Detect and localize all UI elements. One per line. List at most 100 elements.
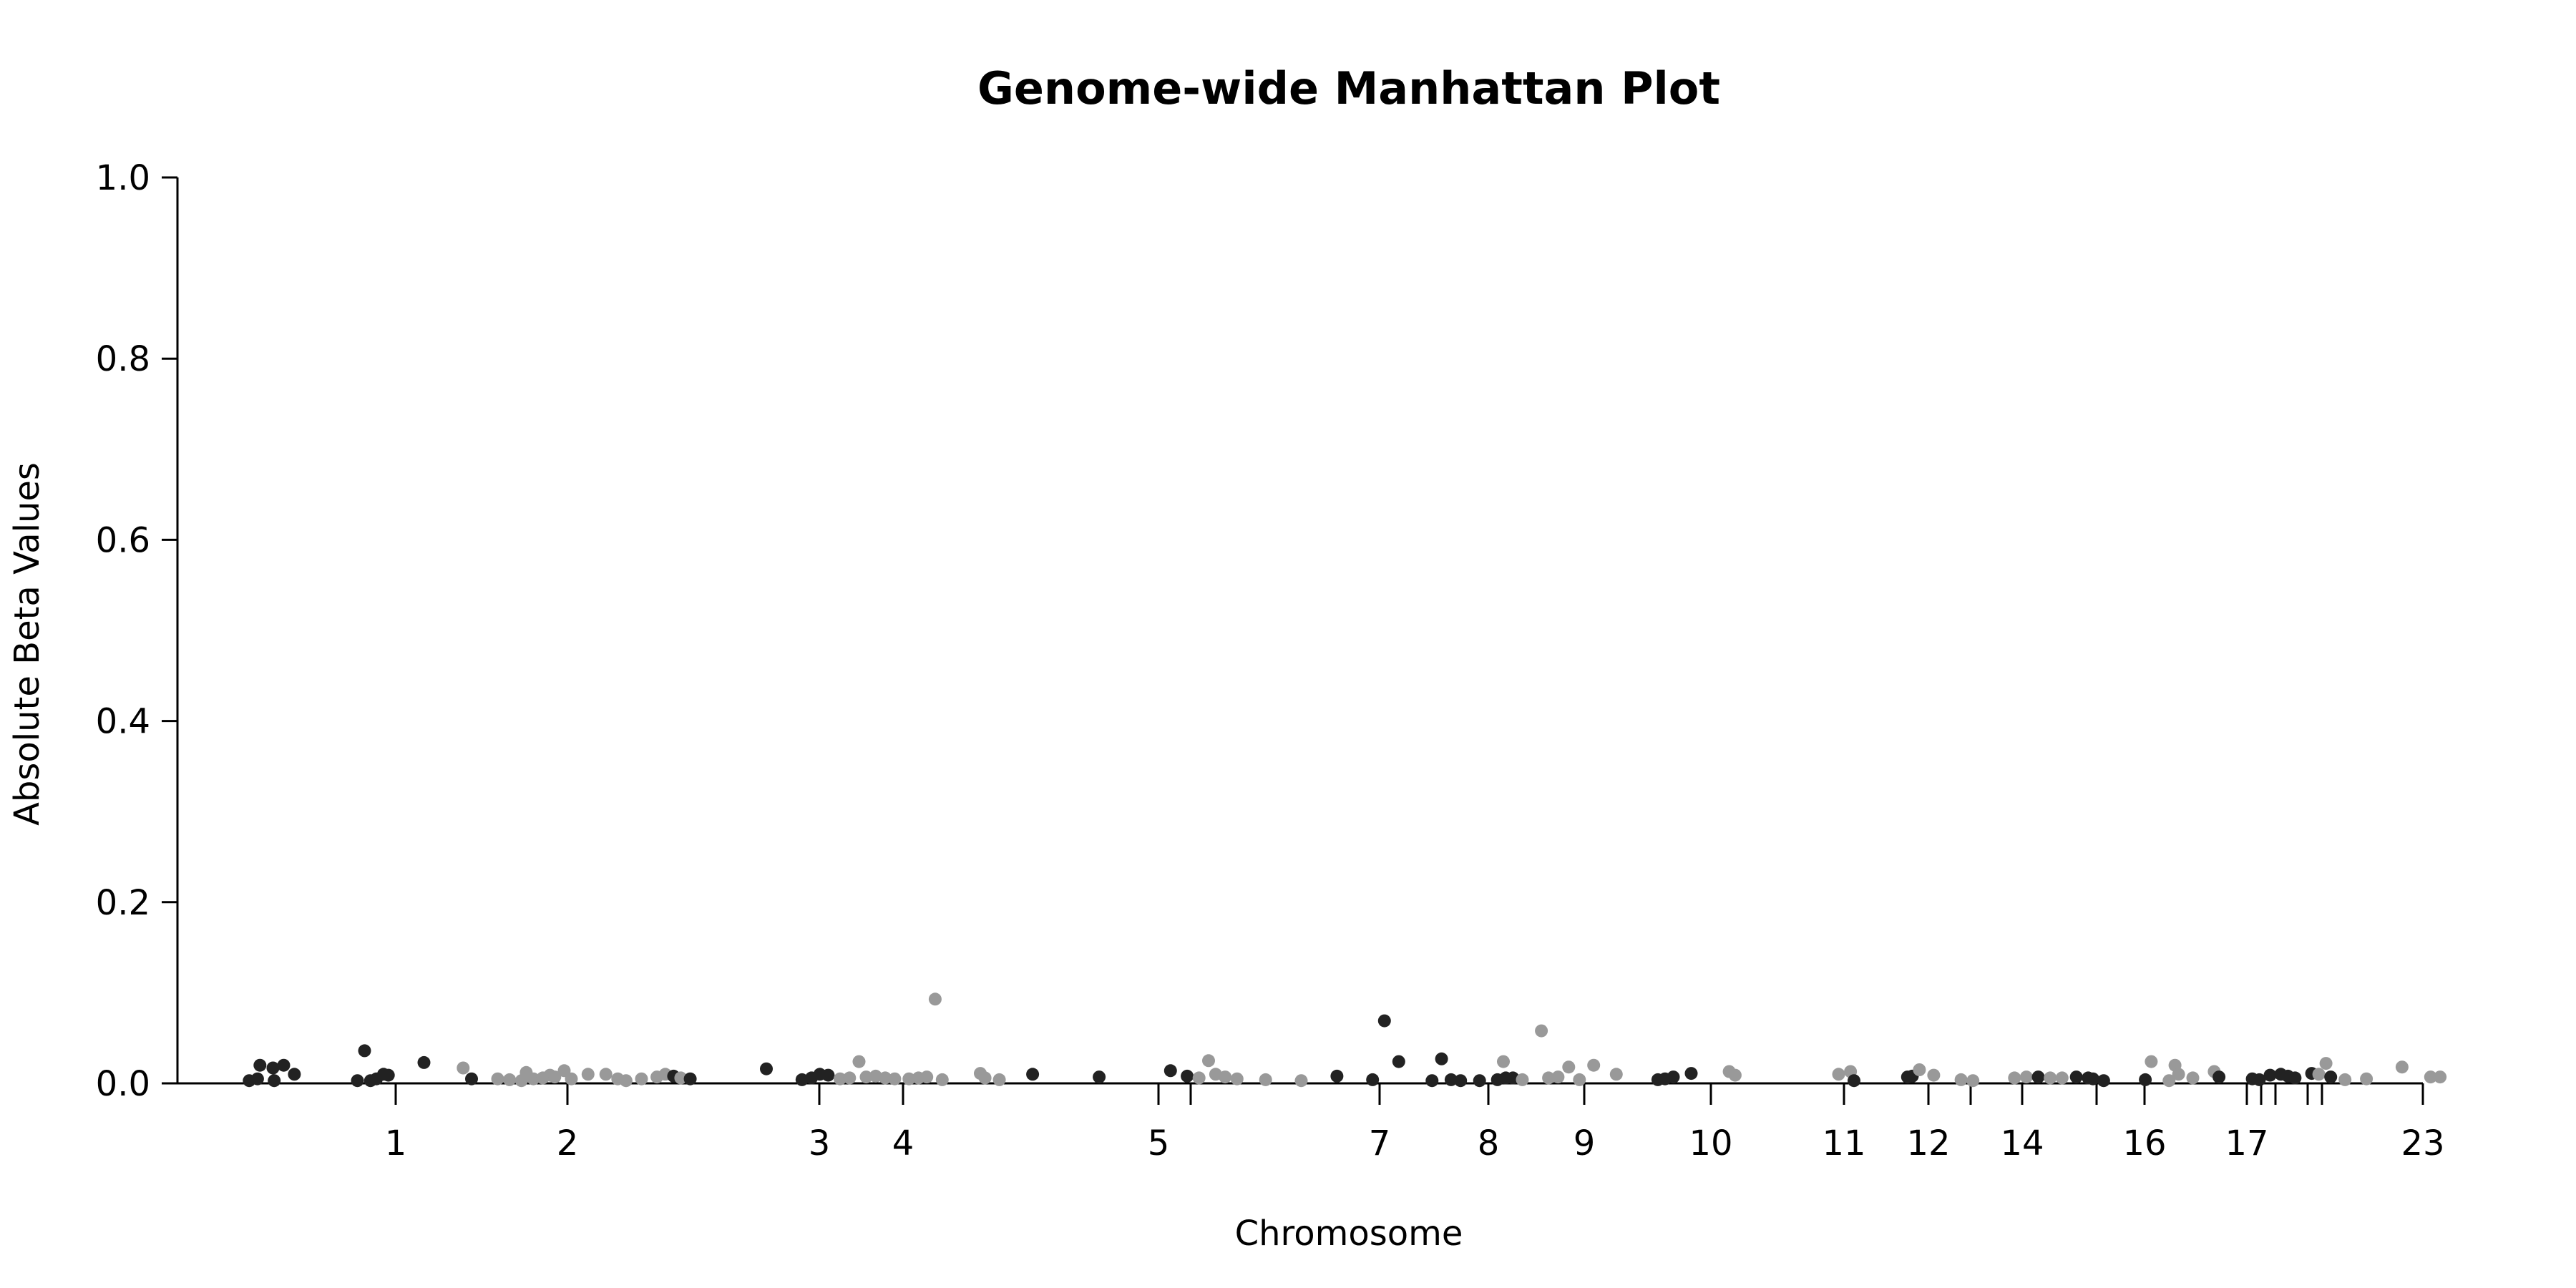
data-point <box>2312 1068 2326 1081</box>
data-point <box>548 1070 562 1084</box>
data-point <box>1202 1054 1215 1068</box>
data-point <box>2338 1073 2352 1086</box>
data-point <box>1294 1074 1308 1088</box>
data-point <box>581 1068 595 1081</box>
data-point <box>920 1070 934 1084</box>
data-point <box>565 1072 578 1085</box>
data-point <box>2031 1070 2045 1084</box>
data-point <box>2069 1070 2083 1084</box>
data-point <box>2055 1071 2069 1085</box>
data-point <box>821 1068 835 1082</box>
data-point <box>1497 1055 1510 1068</box>
x-tick-label: 8 <box>1478 1123 1500 1163</box>
data-point <box>503 1073 517 1086</box>
data-point <box>869 1069 882 1083</box>
chart-title: Genome-wide Manhattan Plot <box>977 62 1720 114</box>
data-point <box>795 1073 809 1086</box>
data-point <box>2044 1071 2057 1085</box>
data-point <box>1473 1074 1486 1088</box>
data-point <box>2263 1068 2277 1082</box>
data-point <box>2288 1071 2302 1085</box>
data-point <box>599 1068 613 1081</box>
data-point <box>1093 1070 1106 1084</box>
data-point <box>1684 1067 1698 1080</box>
data-point <box>888 1072 902 1085</box>
data-point <box>1667 1070 1680 1084</box>
data-point <box>1927 1068 1941 1082</box>
x-tick-label: 16 <box>2122 1123 2166 1163</box>
x-tick-label: 12 <box>1906 1123 1950 1163</box>
x-axis-title: Chromosome <box>1235 1214 1463 1254</box>
data-point <box>2162 1074 2176 1088</box>
y-tick-label: 0.2 <box>96 883 150 923</box>
data-point <box>978 1071 992 1085</box>
data-point <box>288 1068 301 1081</box>
data-point <box>2395 1060 2409 1074</box>
data-point <box>2186 1071 2200 1085</box>
x-tick-label: 3 <box>809 1123 831 1163</box>
y-axis: 0.0 0.2 0.4 0.6 0.8 1.0 <box>96 158 179 1104</box>
x-tick-label: 7 <box>1369 1123 1391 1163</box>
data-point <box>1366 1073 1380 1086</box>
data-point <box>1848 1074 1860 1088</box>
data-point <box>619 1074 633 1088</box>
x-tick-label: 11 <box>1822 1123 1865 1163</box>
data-point <box>457 1061 470 1075</box>
x-tick-label: 9 <box>1574 1123 1596 1163</box>
data-point <box>928 992 942 1006</box>
data-point <box>1562 1060 1576 1074</box>
data-point <box>1551 1070 1565 1084</box>
data-point <box>1026 1068 1040 1081</box>
data-point <box>2253 1073 2266 1086</box>
data-point <box>683 1072 697 1085</box>
data-point <box>879 1071 892 1085</box>
data-point <box>843 1071 857 1085</box>
x-tick-label: 17 <box>2225 1123 2268 1163</box>
data-point <box>277 1058 291 1072</box>
data-point <box>381 1068 395 1082</box>
x-tick-label: 14 <box>2000 1123 2044 1163</box>
x-tick-label: 5 <box>1148 1123 1170 1163</box>
data-point <box>1219 1070 1232 1084</box>
data-point <box>1444 1073 1458 1086</box>
data-points <box>243 992 2447 1088</box>
data-point <box>2087 1072 2099 1085</box>
data-point <box>2424 1070 2437 1084</box>
x-tick-label: 2 <box>557 1123 579 1163</box>
data-point <box>1573 1073 1586 1086</box>
data-point <box>1832 1068 1845 1081</box>
data-point <box>2008 1071 2021 1085</box>
data-point <box>2212 1070 2226 1084</box>
y-tick-label: 0.4 <box>96 702 150 742</box>
data-point <box>1192 1071 1206 1085</box>
data-point <box>2360 1072 2373 1085</box>
data-point <box>1425 1074 1439 1088</box>
y-axis-title: Absolute Beta Values <box>7 462 47 826</box>
x-tick-label: 23 <box>2401 1123 2444 1163</box>
data-point <box>253 1058 267 1072</box>
x-axis: 1 2 3 4 5 7 8 9 10 11 12 14 16 17 23 <box>177 1082 2445 1163</box>
data-point <box>1330 1069 1344 1083</box>
data-point <box>1542 1071 1556 1085</box>
data-point <box>250 1072 264 1085</box>
data-point <box>2319 1057 2333 1070</box>
data-point <box>2434 1070 2447 1084</box>
x-tick-label: 1 <box>385 1123 407 1163</box>
data-point <box>1587 1058 1601 1072</box>
data-point <box>1966 1074 1980 1088</box>
data-point <box>1728 1068 1742 1082</box>
x-tick-label: 10 <box>1689 1123 1732 1163</box>
data-point <box>417 1055 431 1069</box>
data-point <box>268 1074 281 1088</box>
y-tick-label: 0.8 <box>96 339 150 379</box>
data-point <box>2097 1074 2110 1088</box>
data-point <box>635 1072 648 1085</box>
data-point <box>527 1072 540 1085</box>
data-point <box>1913 1063 1926 1076</box>
data-point <box>1377 1014 1391 1028</box>
data-point <box>852 1055 866 1068</box>
data-point <box>935 1073 949 1086</box>
data-point <box>1535 1024 1548 1038</box>
y-tick-label: 0.0 <box>96 1064 150 1104</box>
